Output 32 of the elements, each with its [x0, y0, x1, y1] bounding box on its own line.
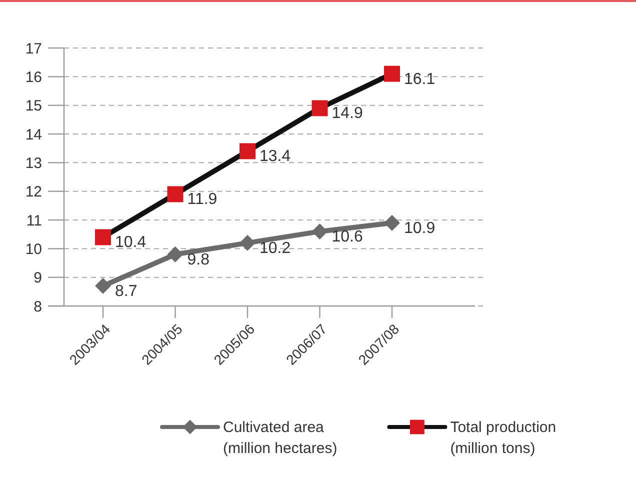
y-tick-label: 15: [25, 98, 42, 115]
data-label: 13.4: [260, 148, 291, 166]
data-label: 8.7: [115, 282, 138, 300]
y-tick-label: 16: [25, 68, 42, 86]
data-label: 16.1: [404, 70, 436, 88]
point: [312, 223, 328, 240]
y-tick-label: 11: [26, 212, 42, 230]
point: [384, 214, 400, 231]
point: [312, 100, 328, 116]
point: [240, 234, 256, 251]
data-label: 10.4: [115, 234, 146, 252]
point: [167, 186, 184, 202]
point: [167, 246, 184, 262]
data-label: 10.6: [332, 228, 363, 246]
y-tick-label: 17: [25, 40, 42, 58]
point: [384, 66, 400, 82]
data-label: 14.9: [332, 105, 363, 122]
legend-label: Total production (million tons): [450, 419, 556, 457]
data-label: 10.2: [260, 240, 291, 257]
y-tick-label: 13: [25, 154, 42, 172]
point: [240, 143, 256, 160]
y-tick-label: 9: [34, 270, 42, 287]
y-tick-label: 10: [25, 240, 42, 258]
data-label: 11.9: [187, 191, 218, 208]
data-label: 10.9: [404, 220, 436, 237]
point: [95, 278, 111, 294]
data-label: 9.8: [187, 251, 210, 268]
legend-label: Cultivated area (million hectares): [223, 419, 338, 457]
y-tick-label: 14: [25, 126, 42, 144]
y-tick-label: 8: [34, 298, 42, 316]
y-tick-label: 12: [25, 184, 42, 201]
point: [95, 229, 111, 246]
